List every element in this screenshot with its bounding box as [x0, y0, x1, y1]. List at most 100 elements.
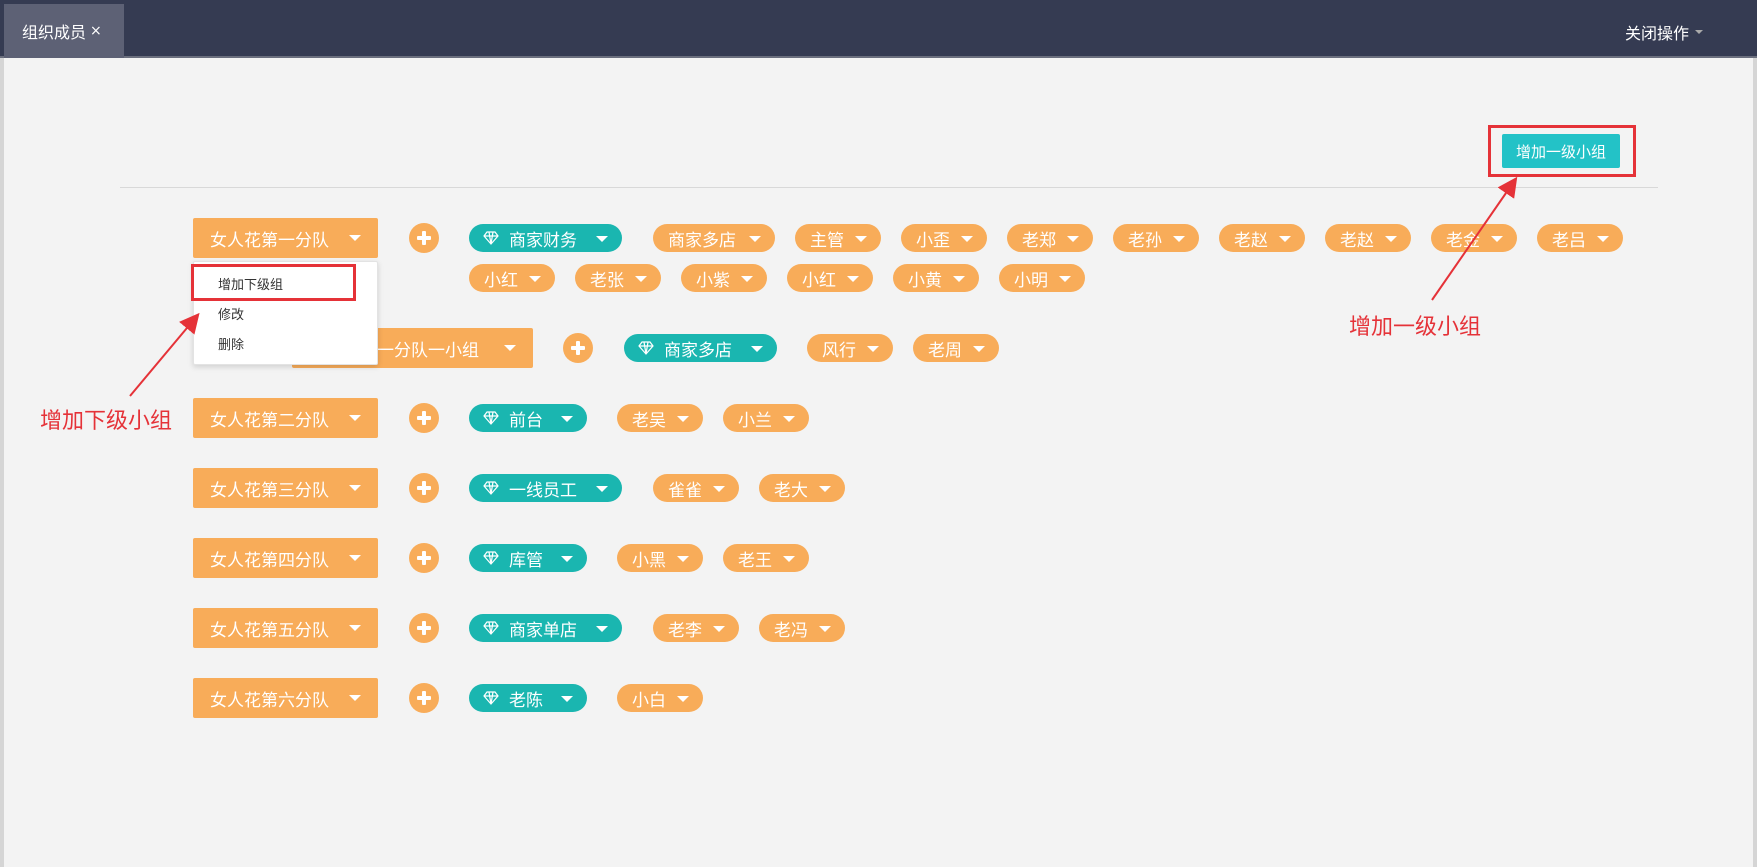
tab-close-icon[interactable]: ×: [90, 23, 102, 39]
add-member-plus-icon[interactable]: [409, 223, 439, 253]
member-name: 老李: [668, 620, 702, 641]
group-button[interactable]: 女人花第一分队: [193, 218, 378, 258]
add-member-plus-icon[interactable]: [409, 683, 439, 713]
caret-down-icon: [677, 416, 689, 422]
member-pill[interactable]: 老大: [759, 474, 845, 502]
add-top-group-button[interactable]: 增加一级小组: [1502, 134, 1620, 168]
member-pill[interactable]: 商家多店: [653, 224, 775, 252]
caret-down-icon: [677, 696, 689, 702]
group-name: 女人花第五分队: [210, 620, 329, 641]
member-pill[interactable]: 小白: [617, 684, 703, 712]
member-name: 小白: [632, 690, 666, 711]
member-pill[interactable]: 老冯: [759, 614, 845, 642]
member-pill[interactable]: 雀雀: [653, 474, 739, 502]
member-pill[interactable]: 老吴: [617, 404, 703, 432]
member-name: 小明: [1014, 270, 1048, 291]
leader-pill[interactable]: 商家单店: [469, 614, 622, 642]
caret-down-icon: [349, 625, 361, 631]
member-pill[interactable]: 老郑: [1007, 224, 1093, 252]
member-pill[interactable]: 老张: [575, 264, 661, 292]
tab-org-members[interactable]: 组织成员 ×: [4, 4, 124, 58]
annotation-add-top-group: 增加一级小组: [1349, 315, 1482, 340]
tab-label: 组织成员: [22, 23, 87, 42]
caret-down-icon: [961, 236, 973, 242]
caret-down-icon: [783, 416, 795, 422]
caret-down-icon: [1491, 236, 1503, 242]
caret-down-icon: [1279, 236, 1291, 242]
group-name: 女人花第一分队: [210, 230, 329, 251]
leader-pill[interactable]: 商家多店: [624, 334, 777, 362]
caret-down-icon: [867, 346, 879, 352]
group-name: 女人花第三分队: [210, 480, 329, 501]
top-bar: 组织成员 × 关闭操作: [0, 0, 1757, 58]
leader-name: 一线员工: [509, 480, 577, 501]
menu-item-add-subgroup[interactable]: 增加下级组: [218, 278, 284, 293]
group-action-dropdown: 增加下级组 修改 删除: [193, 261, 378, 365]
member-name: 小红: [802, 270, 836, 291]
group-button[interactable]: 女人花第三分队: [193, 468, 378, 508]
member-name: 风行: [822, 340, 856, 361]
member-pill[interactable]: 主管: [795, 224, 881, 252]
leader-pill[interactable]: 老陈: [469, 684, 587, 712]
member-pill[interactable]: 小歪: [901, 224, 987, 252]
member-pill[interactable]: 老周: [913, 334, 999, 362]
member-pill[interactable]: 老赵: [1219, 224, 1305, 252]
member-name: 老吴: [632, 410, 666, 431]
caret-down-icon: [349, 695, 361, 701]
member-pill[interactable]: 老李: [653, 614, 739, 642]
member-pill[interactable]: 老赵: [1325, 224, 1411, 252]
member-pill[interactable]: 小明: [999, 264, 1085, 292]
member-name: 老郑: [1022, 230, 1056, 251]
member-name: 老大: [774, 480, 808, 501]
member-name: 小歪: [916, 230, 950, 251]
add-member-plus-icon[interactable]: [409, 403, 439, 433]
caret-down-icon: [713, 486, 725, 492]
caret-down-icon: [819, 626, 831, 632]
group-button[interactable]: 女人花第五分队: [193, 608, 378, 648]
group-button[interactable]: 女人花第六分队: [193, 678, 378, 718]
add-member-plus-icon[interactable]: [409, 613, 439, 643]
caret-down-icon: [596, 626, 608, 632]
group-button[interactable]: 女人花第二分队: [193, 398, 378, 438]
divider: [120, 187, 1658, 188]
add-member-plus-icon[interactable]: [409, 543, 439, 573]
diamond-icon: [483, 621, 499, 635]
member-pill[interactable]: 老孙: [1113, 224, 1199, 252]
menu-item-delete[interactable]: 删除: [218, 338, 245, 353]
member-pill[interactable]: 小黑: [617, 544, 703, 572]
caret-down-icon: [749, 236, 761, 242]
member-pill[interactable]: 小红: [469, 264, 555, 292]
leader-pill[interactable]: 商家财务: [469, 224, 622, 252]
caret-down-icon: [349, 235, 361, 241]
leader-pill[interactable]: 一线员工: [469, 474, 622, 502]
member-pill[interactable]: 小红: [787, 264, 873, 292]
leader-pill[interactable]: 前台: [469, 404, 587, 432]
member-name: 老周: [928, 340, 962, 361]
diamond-icon: [483, 551, 499, 565]
leader-name: 商家单店: [509, 620, 577, 641]
add-member-plus-icon[interactable]: [563, 333, 593, 363]
caret-down-icon: [973, 346, 985, 352]
caret-down-icon: [1059, 276, 1071, 282]
menu-item-edit[interactable]: 修改: [218, 308, 245, 323]
member-pill[interactable]: 小紫: [681, 264, 767, 292]
member-pill[interactable]: 风行: [807, 334, 893, 362]
caret-down-icon: [349, 415, 361, 421]
member-pill[interactable]: 小黄: [893, 264, 979, 292]
member-pill[interactable]: 老王: [723, 544, 809, 572]
member-pill[interactable]: 老吕: [1537, 224, 1623, 252]
caret-down-icon: [596, 486, 608, 492]
caret-down-icon: [953, 276, 965, 282]
group-button[interactable]: 女人花第四分队: [193, 538, 378, 578]
highlight-box-add-top: [1488, 125, 1636, 177]
member-pill[interactable]: 小兰: [723, 404, 809, 432]
frame-border-left: [0, 58, 4, 867]
leader-pill[interactable]: 库管: [469, 544, 587, 572]
caret-down-icon: [504, 345, 516, 351]
member-name: 老赵: [1340, 230, 1374, 251]
member-name: 老金: [1446, 230, 1480, 251]
close-operations-menu[interactable]: 关闭操作: [1625, 20, 1703, 44]
add-member-plus-icon[interactable]: [409, 473, 439, 503]
group-name: 女人花第二分队: [210, 410, 329, 431]
member-name: 老冯: [774, 620, 808, 641]
